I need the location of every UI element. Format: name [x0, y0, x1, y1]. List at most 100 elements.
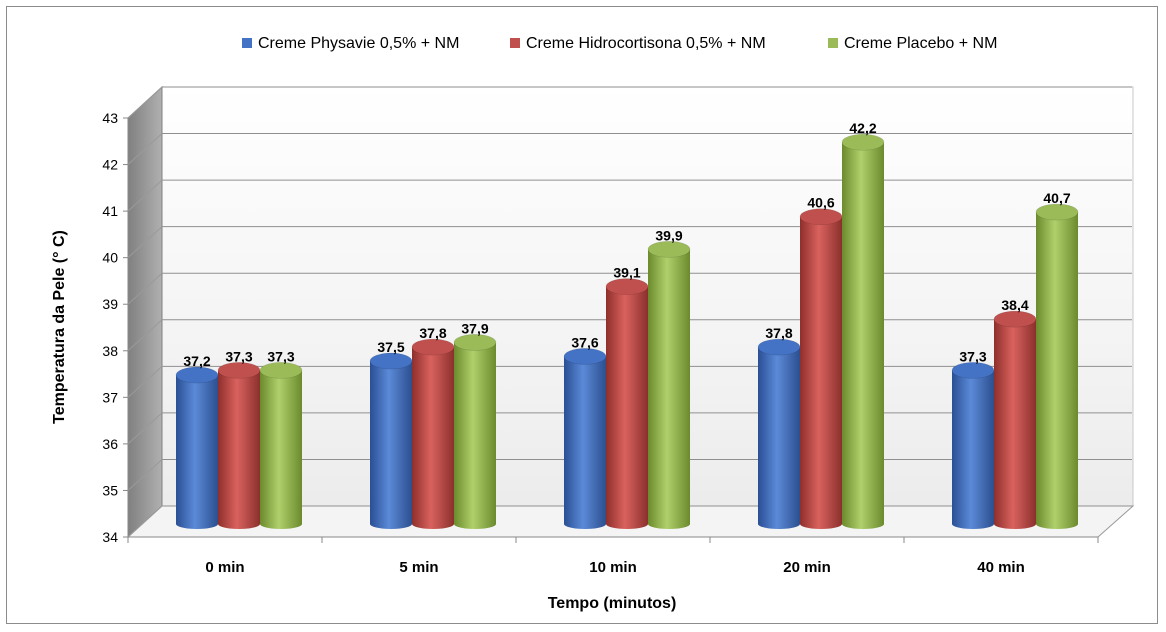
bar-body	[606, 286, 648, 529]
bar-top	[647, 241, 691, 258]
legend-label-1: Creme Hidrocortisona 0,5% + NM	[526, 35, 766, 52]
bar	[757, 338, 801, 529]
bar-body	[758, 347, 800, 529]
bar-body	[800, 216, 842, 529]
bar-body	[1036, 212, 1078, 530]
y-tick-label: 38	[102, 343, 118, 359]
data-label: 39,1	[613, 265, 640, 281]
side-wall	[127, 85, 163, 539]
bar-body	[454, 342, 496, 529]
x-axis-ticks: 0 min 5 min 10 min 20 min 40 min	[127, 537, 1099, 576]
y-tick-label: 40	[102, 250, 118, 266]
gridline-side	[127, 179, 163, 212]
bar	[841, 133, 885, 529]
bar-top	[175, 366, 219, 384]
y-tick-label: 39	[102, 296, 118, 312]
bar-top	[217, 362, 261, 379]
bar-top	[841, 133, 885, 151]
bar	[993, 310, 1037, 529]
gridline-side	[127, 272, 163, 305]
bar	[647, 241, 691, 530]
bar	[951, 362, 995, 529]
y-tick-label: 41	[102, 203, 118, 219]
bar-top	[605, 278, 649, 295]
data-label: 37,3	[267, 348, 294, 364]
bar-top	[369, 352, 413, 370]
gridline-side	[127, 86, 163, 119]
x-axis-title: Tempo (minutos)	[548, 595, 677, 612]
bar	[411, 338, 455, 529]
bar-top	[757, 338, 801, 356]
data-label: 39,9	[655, 227, 682, 243]
x-tick-label: 10 min	[589, 559, 637, 576]
bar-body	[370, 361, 412, 529]
data-label: 37,8	[419, 325, 446, 341]
x-tick-label: 40 min	[977, 559, 1025, 576]
bar-body	[648, 249, 690, 530]
data-label: 37,6	[571, 334, 598, 350]
bar-body	[952, 370, 994, 529]
bar-top	[563, 348, 607, 365]
bar-body	[260, 370, 302, 529]
x-tick-label: 5 min	[399, 559, 438, 576]
bar-top	[259, 362, 303, 379]
gridline-side	[127, 505, 163, 538]
bar-body	[176, 375, 218, 529]
gridline-side	[127, 459, 163, 491]
bar	[1035, 203, 1079, 530]
bar	[217, 362, 261, 529]
bar-body	[842, 142, 884, 529]
bar	[259, 362, 303, 529]
y-tick-label: 34	[102, 529, 118, 545]
bar-top	[453, 334, 497, 351]
bar-body	[218, 370, 260, 529]
bar	[369, 352, 413, 529]
data-label: 40,7	[1043, 190, 1070, 206]
bar-body	[412, 347, 454, 529]
data-label: 38,4	[1001, 297, 1028, 313]
y-axis-ticks: 34 35 36 37 38 39 40 41 42 43	[102, 110, 128, 545]
gridline-side	[127, 365, 163, 398]
data-label: 37,3	[225, 348, 252, 364]
gridline-side	[127, 226, 163, 259]
data-label: 42,2	[849, 120, 876, 136]
data-label: 37,2	[183, 353, 210, 369]
legend-swatch-2	[828, 38, 838, 48]
data-label: 37,8	[765, 325, 792, 341]
bar-top	[951, 362, 995, 379]
data-labels: 37,2 37,3 37,3 37,5 37,8 37,9 37,6 39,1 39,9 37,8…	[183, 120, 1070, 369]
bar-top	[993, 310, 1037, 328]
bar-body	[994, 319, 1036, 529]
x-tick-label: 0 min	[205, 559, 244, 576]
legend-label-2: Creme Placebo + NM	[844, 35, 997, 52]
bar	[799, 208, 843, 529]
gridline-side	[127, 412, 163, 445]
y-tick-label: 36	[102, 436, 118, 452]
bars	[175, 133, 1079, 530]
data-label: 37,5	[377, 339, 404, 355]
legend-label-0: Creme Physavie 0,5% + NM	[258, 35, 459, 52]
y-tick-label: 37	[102, 389, 118, 405]
bar-top	[799, 208, 843, 226]
bar-top	[1035, 203, 1079, 221]
data-label: 40,6	[807, 195, 834, 211]
y-tick-label: 35	[102, 482, 118, 498]
x-tick-label: 20 min	[783, 559, 831, 576]
gridline-side	[127, 319, 163, 352]
legend-swatch-0	[242, 38, 252, 48]
bar-body	[564, 356, 606, 529]
data-label: 37,9	[461, 320, 488, 336]
data-label: 37,3	[959, 348, 986, 364]
legend-swatch-1	[510, 38, 520, 48]
y-axis-title: Temperatura da Pele (° C)	[51, 230, 68, 424]
y-tick-label: 42	[102, 157, 118, 173]
gridline-side	[127, 133, 163, 165]
bar	[453, 334, 497, 529]
bar	[605, 278, 649, 529]
bar-top	[411, 338, 455, 356]
y-tick-label: 43	[102, 110, 118, 126]
bar	[175, 366, 219, 529]
bar	[563, 348, 607, 529]
legend: Creme Physavie 0,5% + NM Creme Hidrocort…	[242, 35, 997, 52]
